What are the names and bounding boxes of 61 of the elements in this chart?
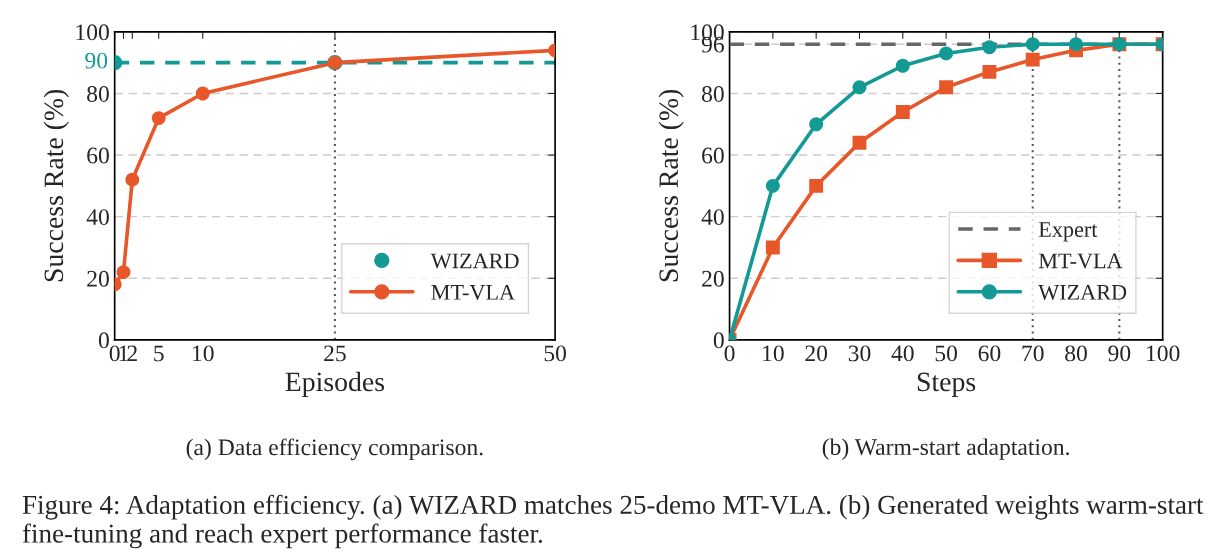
x-tick-label: 80 xyxy=(1065,345,1087,362)
x-axis-title: Steps xyxy=(917,372,976,397)
x-tick-label: 60 xyxy=(978,345,1001,362)
point xyxy=(895,58,910,73)
x-tick-label: 0 xyxy=(109,345,120,362)
x-tick-label: 20 xyxy=(805,345,828,362)
y-tick-label: 60 xyxy=(87,147,109,164)
point xyxy=(852,80,867,95)
point xyxy=(939,80,954,95)
y-tick-label: 100 xyxy=(76,24,109,41)
y-tick-label: 0 xyxy=(98,332,109,349)
caption: Figure 4: Adaptation efficiency. (a) WIZARD matches 25-demo MT-VLA. (b) Generated weights warm-start fine-tuning and reach expert performance faster. xyxy=(22,494,1204,549)
x-tick-label: 30 xyxy=(848,345,871,362)
x-tick-label: 0 xyxy=(724,345,735,362)
x-tick-label: 70 xyxy=(1022,345,1044,362)
point xyxy=(809,178,824,193)
point xyxy=(982,40,997,55)
x-tick-label: 2 xyxy=(127,345,137,362)
point xyxy=(195,86,210,101)
point xyxy=(765,240,780,255)
y-tick-label: 20 xyxy=(87,270,109,287)
x-tick-label: 1 xyxy=(119,345,128,362)
point xyxy=(982,64,997,79)
point xyxy=(895,105,910,119)
x-tick-label: 90 xyxy=(1108,345,1131,362)
legend-label: WIZARD xyxy=(430,253,519,269)
ref-line-label: 90 xyxy=(85,52,108,69)
point xyxy=(939,46,954,61)
point xyxy=(116,265,131,280)
x-tick-label: 50 xyxy=(544,345,567,362)
point xyxy=(1025,37,1040,52)
y-tick-label: 80 xyxy=(87,85,109,102)
point xyxy=(765,178,780,193)
legend-label: WIZARD xyxy=(1038,284,1127,300)
x-tick-label: 5 xyxy=(154,345,164,362)
y-tick-label: 60 xyxy=(702,147,724,164)
y-tick-label: 0 xyxy=(713,332,724,349)
y-axis-title: Success Rate (%) xyxy=(658,89,684,282)
legend-label: MT-VLA xyxy=(1038,253,1123,269)
legend-label: MT-VLA xyxy=(431,284,515,300)
x-tick-label: 10 xyxy=(763,345,784,362)
x-tick-label: 40 xyxy=(891,345,914,362)
point xyxy=(151,111,166,126)
y-tick-label: 40 xyxy=(86,209,109,226)
point xyxy=(809,117,824,132)
y-tick-label: 80 xyxy=(701,85,724,102)
point xyxy=(125,172,140,187)
y-tick-label: 20 xyxy=(702,270,724,287)
y-axis-title: Success Rate (%) xyxy=(43,89,69,282)
point xyxy=(1025,52,1040,67)
text: (a) Data efficiency comparison. xyxy=(186,438,483,461)
point xyxy=(1069,37,1083,52)
x-tick-label: 50 xyxy=(935,345,958,362)
x-tick-label: 25 xyxy=(324,345,346,362)
x-tick-label: 100 xyxy=(1147,345,1180,362)
x-tick-label: 10 xyxy=(193,345,214,362)
point xyxy=(852,135,867,150)
text: (b) Warm-start adaptation. xyxy=(822,438,1069,460)
x-axis-title: Episodes xyxy=(285,371,385,397)
legend-label: Expert xyxy=(1038,222,1098,242)
y-tick-label: 40 xyxy=(701,209,724,226)
